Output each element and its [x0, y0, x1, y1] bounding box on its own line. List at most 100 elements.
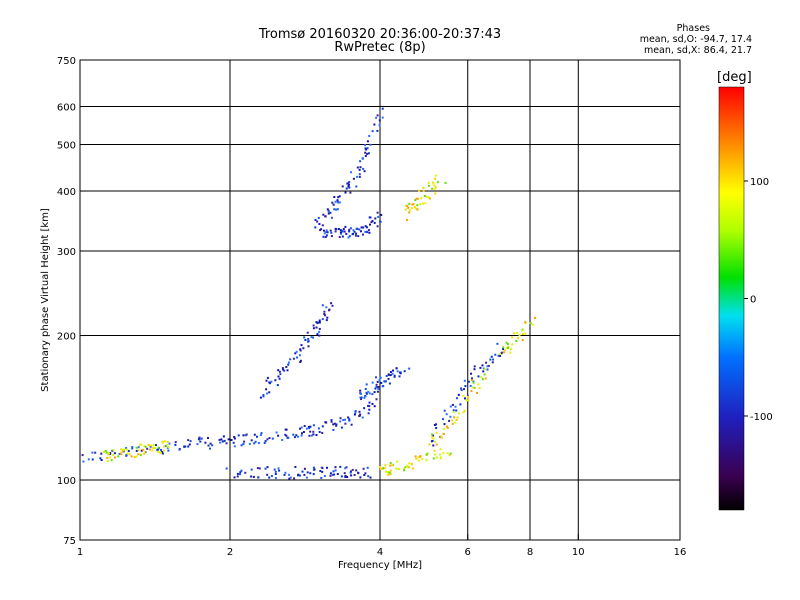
data-point — [293, 477, 296, 480]
data-point — [309, 425, 312, 428]
data-point — [351, 468, 354, 471]
data-point — [433, 453, 436, 456]
data-point — [453, 416, 456, 419]
data-point — [174, 441, 177, 444]
data-point — [478, 387, 481, 389]
y-axis-label: Stationary phase Virtual Height [km] — [40, 208, 51, 392]
data-point — [365, 230, 368, 233]
data-point — [157, 446, 160, 449]
colorbar-tick-label: 100 — [750, 177, 769, 188]
data-point — [434, 440, 437, 443]
data-point — [333, 422, 336, 425]
data-point — [312, 336, 314, 339]
data-point — [163, 445, 166, 448]
data-point — [333, 208, 336, 211]
x-tick-label: 2 — [227, 547, 233, 558]
data-point — [339, 231, 342, 234]
x-tick-label: 8 — [527, 547, 533, 558]
data-point — [374, 387, 377, 390]
data-point — [355, 469, 358, 472]
data-point — [360, 230, 362, 233]
data-point — [91, 458, 94, 461]
data-point — [379, 466, 382, 468]
data-point — [287, 363, 290, 366]
data-point — [419, 203, 422, 206]
data-point — [415, 207, 418, 210]
data-point — [347, 185, 350, 188]
phase-stats-heading: Phases — [676, 23, 710, 34]
data-point — [312, 433, 315, 436]
data-point — [371, 381, 374, 384]
data-point — [345, 232, 348, 235]
data-point — [347, 236, 350, 239]
data-point — [285, 366, 288, 368]
data-point — [318, 431, 321, 433]
data-point — [319, 470, 322, 472]
data-point — [399, 372, 402, 375]
data-point — [381, 385, 384, 388]
data-point — [323, 232, 326, 235]
data-point — [322, 213, 325, 216]
data-point — [356, 175, 358, 178]
data-point — [253, 442, 256, 445]
data-point — [434, 174, 437, 177]
data-point — [368, 401, 371, 404]
y-tick-label: 500 — [57, 141, 76, 152]
data-point — [448, 454, 451, 457]
data-point — [328, 308, 331, 311]
data-point — [209, 442, 212, 445]
data-point — [100, 452, 103, 455]
data-point — [427, 196, 430, 199]
data-point — [94, 451, 97, 454]
data-point — [403, 468, 405, 471]
data-point — [454, 421, 457, 424]
data-point — [327, 210, 330, 213]
data-point — [389, 469, 392, 472]
data-point — [375, 385, 378, 388]
data-point — [534, 316, 536, 319]
data-point — [321, 425, 324, 428]
data-point — [359, 413, 362, 416]
data-point — [289, 476, 292, 479]
data-point — [367, 152, 370, 155]
data-point — [264, 440, 267, 443]
data-point — [301, 432, 303, 435]
data-point — [344, 475, 347, 477]
data-point — [416, 208, 419, 211]
data-point — [395, 367, 398, 370]
data-point — [207, 444, 210, 447]
data-point — [256, 435, 258, 438]
data-point — [449, 415, 452, 418]
data-point — [303, 467, 306, 470]
data-point — [340, 475, 343, 478]
data-point — [406, 204, 409, 207]
data-point — [490, 355, 493, 358]
data-point — [109, 452, 112, 454]
data-point — [337, 228, 340, 230]
data-point — [425, 195, 428, 198]
data-point — [404, 208, 407, 211]
data-point — [499, 353, 501, 355]
data-point — [463, 409, 466, 412]
data-point — [395, 467, 398, 470]
data-point — [452, 411, 455, 414]
y-tick-label: 750 — [57, 56, 76, 67]
data-point — [278, 377, 281, 380]
data-point — [277, 369, 280, 372]
data-point — [348, 186, 351, 189]
data-point — [428, 443, 431, 446]
data-point — [339, 232, 342, 235]
data-point — [299, 427, 301, 430]
data-point — [353, 413, 356, 416]
data-point — [411, 207, 414, 210]
data-point — [253, 433, 256, 436]
data-point — [196, 443, 199, 446]
data-point — [321, 467, 324, 470]
data-point — [188, 443, 191, 446]
data-point — [304, 339, 307, 341]
data-point — [500, 352, 503, 355]
data-point — [435, 427, 438, 429]
data-point — [333, 196, 336, 198]
data-point — [446, 426, 449, 429]
data-point — [102, 450, 105, 453]
